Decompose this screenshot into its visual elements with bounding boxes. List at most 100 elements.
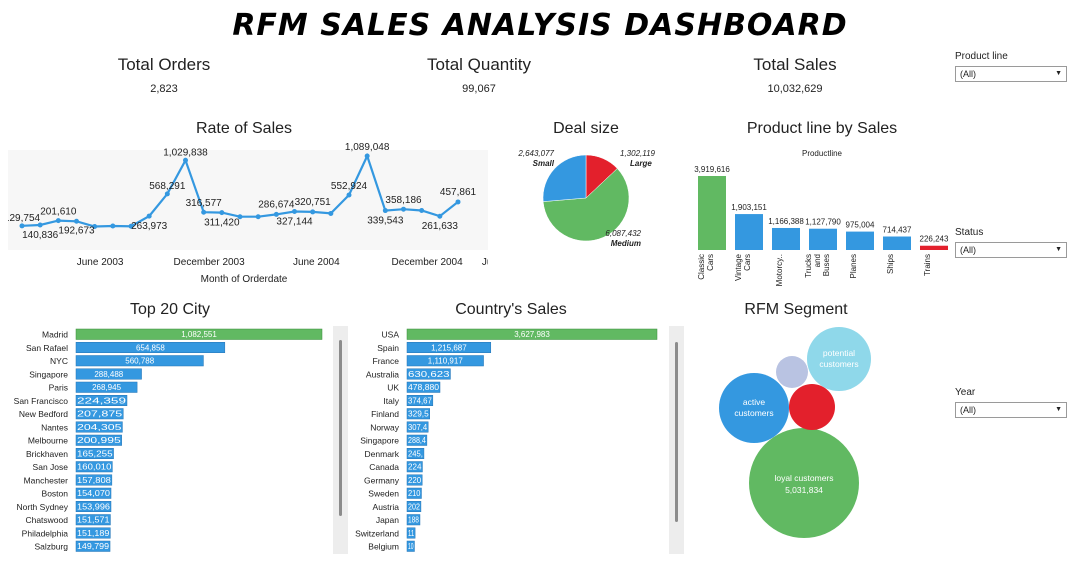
rate-of-sales-chart[interactable]: 129,754 140,836 201,610 192,673 263,973 568,2… (8, 140, 488, 288)
product-line-dropdown-value: (All) (960, 69, 976, 79)
city-value: 204,305 (77, 423, 122, 432)
line-plot-area (8, 150, 488, 250)
line-point (437, 213, 443, 219)
chevron-down-icon: ▼ (1055, 70, 1062, 77)
line-data-label: 1,029,838 (163, 147, 208, 158)
country-bar (406, 421, 429, 433)
city-scrollbar[interactable] (333, 326, 348, 554)
country-label: Denmark (365, 449, 400, 459)
product-category-label: Planes (849, 254, 858, 278)
city-label: San Jose (33, 462, 69, 472)
product-bar (883, 236, 911, 250)
city-bar (75, 421, 123, 433)
country-value: 1,110,917 (428, 357, 464, 366)
line-point (328, 210, 334, 216)
line-data-label: 261,633 (422, 221, 459, 232)
city-value: 160,010 (77, 463, 112, 472)
status-dropdown[interactable]: (All) ▼ (955, 242, 1067, 258)
line-data-label: 358,186 (385, 195, 422, 206)
chevron-down-icon: ▼ (1055, 406, 1062, 413)
country-label: Norway (370, 422, 400, 432)
line-data-label: 457,861 (440, 187, 477, 198)
line-data-label: 192,673 (58, 225, 95, 236)
x-tick-label: June 2004 (293, 257, 340, 268)
country-bar (406, 461, 423, 473)
rfm-bubble (719, 373, 789, 443)
rfm-segment-chart[interactable]: loyal customers5,031,834activecustomersp… (700, 322, 890, 562)
line-point (273, 211, 279, 217)
country-label: France (373, 356, 400, 366)
top-20-city-chart[interactable]: Madrid 1,082,551 San Rafael 654,858 NYC 560,7… (8, 325, 333, 557)
city-bar (75, 448, 114, 459)
city-value: 200,995 (77, 436, 122, 445)
product-line-title: Product line by Sales (746, 120, 898, 137)
country-scroll-thumb[interactable] (675, 342, 678, 522)
country-bar (406, 342, 492, 353)
country-value: 3,627,983 (514, 330, 550, 339)
city-bar (75, 368, 142, 380)
country-scrollbar[interactable] (669, 326, 684, 554)
product-line-filter-label: Product line (955, 51, 1008, 62)
city-bar (75, 514, 111, 526)
city-bar (75, 395, 128, 406)
status-dropdown-value: (All) (960, 245, 976, 255)
line-data-label: 201,610 (40, 207, 77, 218)
product-bar-value: 3,919,616 (694, 165, 730, 174)
product-category-label: Cars (743, 254, 752, 271)
product-category-label: and (813, 254, 822, 267)
country-label: USA (382, 330, 400, 340)
country-value: 245, (408, 449, 423, 458)
rfm-bubble-label: customers (734, 408, 773, 418)
kpi-orders-value: 2,823 (150, 83, 178, 95)
product-bar-value: 975,004 (846, 221, 875, 230)
line-point (37, 222, 43, 228)
country-label: UK (387, 383, 399, 393)
x-tick-label: June 2003 (77, 257, 124, 268)
product-category-label: Trains (923, 254, 932, 276)
city-bar (75, 461, 113, 473)
product-bar-value: 1,903,151 (731, 203, 767, 212)
line-data-label: 140,836 (22, 230, 59, 241)
country-value: 10 (408, 542, 414, 551)
city-value: 157,808 (77, 476, 112, 485)
city-bar (75, 355, 204, 367)
product-line-dropdown[interactable]: (All) ▼ (955, 66, 1067, 82)
rfm-bubble (807, 327, 871, 391)
country-value: 210 (408, 489, 421, 498)
city-scroll-thumb[interactable] (339, 340, 342, 516)
country-bar (406, 368, 451, 380)
rfm-bubble (749, 428, 859, 538)
product-category-label: Motorcy.. (775, 254, 784, 286)
line-point (19, 223, 25, 229)
product-bar (772, 227, 800, 250)
year-dropdown[interactable]: (All) ▼ (955, 402, 1067, 418)
x-tick-label: December 2003 (174, 257, 246, 268)
city-value: 151,189 (77, 529, 110, 538)
line-point (128, 223, 134, 229)
rfm-segment-title: RFM Segment (744, 301, 848, 318)
country-label: Germany (364, 475, 400, 485)
rfm-bubble-label: customers (819, 359, 858, 369)
country-value: 1,215,687 (431, 343, 467, 352)
product-bar (735, 214, 763, 250)
country-bar (406, 540, 415, 552)
dashboard-title: RFM SALES ANALYSIS DASHBOARD (232, 8, 848, 43)
country-bar (406, 395, 434, 406)
product-bar-value: 226,243 (920, 235, 949, 244)
city-value: 149,799 (77, 542, 110, 551)
country-label: Austria (373, 502, 400, 512)
country-label: Belgium (368, 542, 399, 552)
country-value: 307,4 (408, 423, 428, 432)
country-bar (406, 448, 425, 459)
country-sales-chart[interactable]: USA 3,627,983 Spain 1,215,687 France 1,110,91… (352, 325, 672, 557)
line-point (364, 153, 370, 159)
line-data-label: 327,144 (276, 216, 313, 227)
x-tick-label: December 2004 (392, 257, 464, 268)
rfm-bubble-label: loyal customers (774, 473, 833, 483)
city-value: 288,488 (94, 370, 123, 379)
product-category-label: Buses (822, 254, 831, 276)
city-label: Boston (42, 489, 69, 499)
pie-value-label: 6,087,432 (605, 229, 641, 238)
